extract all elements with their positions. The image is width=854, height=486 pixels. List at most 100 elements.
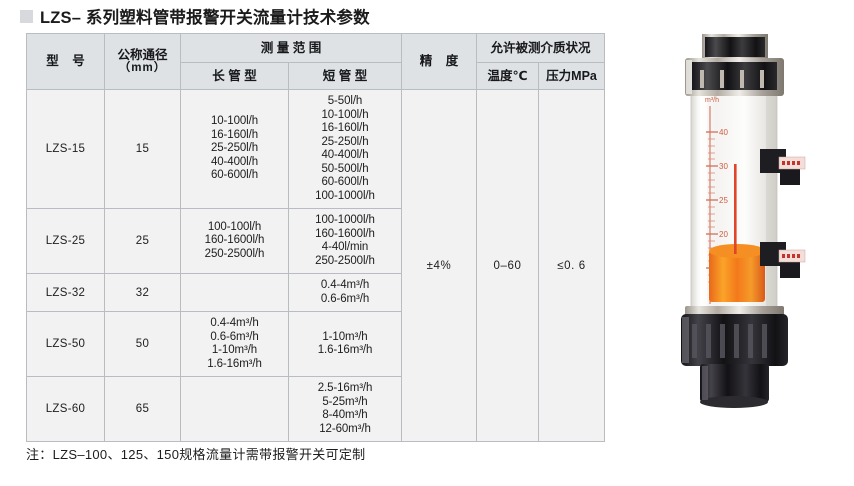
- cell-short-tube-range: 100-1000l/h 160-1600l/h 4-40l/min 250-2500l…: [287, 208, 403, 274]
- product-photo: m³/h 403025201510: [648, 14, 848, 426]
- header-nominal-diameter-label: 公称通径: [117, 47, 168, 62]
- header-short-tube: 短 管 型: [287, 62, 403, 90]
- header-accuracy-label: 精 度: [419, 54, 464, 69]
- table-header-row-2: 长 管 型 短 管 型 温度℃ 压力MPa: [27, 62, 606, 90]
- range-value: 100-1000l/h: [315, 214, 375, 226]
- table-row: LZS-60 65 2.5-16m³/h 5-25m³/h 8-40m³/h 12-60m…: [26, 376, 605, 442]
- range-value: 1-10m³/h: [211, 344, 258, 356]
- range-value: 8-40m³/h: [322, 409, 368, 421]
- range-value: 60-600l/h: [321, 176, 369, 188]
- cell-long-tube-range: 10-100l/h 16-160l/h 25-250l/h 40-400l/h 60-6…: [180, 89, 289, 209]
- header-measuring-range: 测 量 范 围: [179, 33, 403, 63]
- header-model-label: 型 号: [46, 54, 90, 69]
- scale-unit-label: m³/h: [705, 97, 719, 104]
- range-value-list: [181, 288, 288, 298]
- bottom-pipe-stub: [700, 364, 769, 402]
- range-value: 1.6-16m³/h: [207, 357, 262, 370]
- range-value: 10-100l/h: [321, 108, 369, 121]
- range-value: 50-500l/h: [321, 162, 369, 175]
- cell-model: LZS-25: [26, 208, 105, 274]
- range-value: 5-50l/h: [327, 95, 363, 107]
- range-value: 5-25m³/h: [322, 395, 368, 408]
- cell-short-tube-range: 2.5-16m³/h 5-25m³/h 8-40m³/h 12-60m³/h: [287, 376, 403, 442]
- range-value: 0.4-4m³/h: [320, 279, 370, 291]
- cell-temperature: 0–60: [476, 89, 540, 442]
- range-value: 4-40l/min: [321, 241, 369, 253]
- range-value: 250-2500l/h: [204, 247, 265, 260]
- range-value: 16-160l/h: [321, 122, 369, 134]
- cell-short-tube-range: 1-10m³/h 1.6-16m³/h: [287, 311, 403, 377]
- cell-pressure: ≤0. 6: [538, 89, 606, 442]
- table-header-row-1: 型 号 公称通径 （mm） 测 量 范 围 精 度 允许被测介质状况: [26, 33, 606, 90]
- switch-label-upper-text: [782, 161, 800, 165]
- switch-label-lower-text: [782, 254, 800, 258]
- meter-float-top: [709, 244, 765, 258]
- range-value-list: 0.4-4m³/h 0.6-6m³/h: [289, 274, 401, 311]
- tube-highlight: [700, 94, 707, 312]
- range-value: 60-600l/h: [210, 169, 259, 182]
- header-accuracy: 精 度: [401, 33, 478, 90]
- table-row: LZS-32 32 0.4-4m³/h 0.6-6m³/h: [26, 273, 605, 312]
- table-header: 型 号 公称通径 （mm） 测 量 范 围 精 度 允许被测介质状况 长 管 型…: [26, 33, 606, 90]
- cell-long-tube-range: [180, 273, 289, 312]
- bottom-pipe-shine: [702, 366, 708, 400]
- cell-model: LZS-60: [26, 376, 105, 442]
- table-body: LZS-15 15 10-100l/h 16-160l/h 25-250l/h 40-40…: [26, 89, 606, 442]
- range-value: 10-100l/h: [210, 115, 259, 128]
- table-row: LZS-15 15 10-100l/h 16-160l/h 25-250l/h 40-40…: [26, 89, 606, 442]
- range-value-list: 2.5-16m³/h 5-25m³/h 8-40m³/h 12-60m³/h: [289, 377, 401, 441]
- range-value-list: 100-1000l/h 160-1600l/h 4-40l/min 250-2500l…: [289, 209, 401, 273]
- header-nominal-diameter-unit: （mm）: [118, 62, 167, 75]
- cell-nominal-diameter: 65: [104, 376, 181, 442]
- float-stem: [734, 164, 737, 254]
- range-value: 2.5-16m³/h: [317, 382, 373, 394]
- cell-short-tube-range: 5-50l/h 10-100l/h 16-160l/h 25-250l/h 40-400…: [287, 89, 403, 209]
- range-value: 25-250l/h: [210, 142, 259, 155]
- range-value: 250-2500l/h: [315, 254, 375, 267]
- bottom-nut-ribs: [692, 324, 767, 358]
- header-pressure: 压力MPa: [538, 62, 606, 90]
- top-nut-slots: [700, 70, 764, 88]
- range-value: 1.6-16m³/h: [317, 344, 373, 356]
- page-title: LZS– 系列塑料管带报警开关流量计技术参数: [40, 9, 370, 27]
- cell-nominal-diameter: 15: [104, 89, 181, 209]
- footnote: 注：LZS–100、125、150规格流量计需带报警开关可定制: [26, 447, 366, 462]
- scale-label: 30: [719, 162, 728, 171]
- range-value-list: [181, 404, 288, 414]
- cell-short-tube-range: 0.4-4m³/h 0.6-6m³/h: [287, 273, 403, 312]
- square-bullet-icon: [20, 9, 33, 23]
- range-value-list: 1-10m³/h 1.6-16m³/h: [289, 326, 401, 363]
- cell-nominal-diameter: 32: [104, 273, 181, 312]
- scale-label: 20: [719, 230, 728, 239]
- range-value-list: 10-100l/h 16-160l/h 25-250l/h 40-400l/h 60-6…: [181, 110, 288, 188]
- alarm-switch-lower: [760, 242, 806, 278]
- range-value: 16-160l/h: [210, 128, 259, 141]
- alarm-switch-upper: [760, 149, 806, 185]
- cell-nominal-diameter: 50: [104, 311, 181, 377]
- range-value-list: 0.4-4m³/h 0.6-6m³/h 1-10m³/h 1.6-16m³/h: [181, 312, 288, 376]
- header-long-tube: 长 管 型: [180, 62, 289, 90]
- range-value: 160-1600l/h: [315, 227, 375, 240]
- range-value: 160-1600l/h: [204, 234, 265, 247]
- scale-label: 25: [719, 196, 728, 205]
- cell-model: LZS-32: [26, 273, 105, 312]
- range-value: 40-400l/h: [321, 149, 369, 161]
- range-value-list: 100-100l/h 160-1600l/h 250-2500l/h: [181, 216, 288, 267]
- cell-nominal-diameter: 25: [104, 208, 181, 274]
- range-value: 0.6-6m³/h: [320, 292, 370, 305]
- range-value: 0.6-6m³/h: [210, 330, 259, 343]
- meter-float: [709, 250, 765, 302]
- range-value: 12-60m³/h: [319, 422, 371, 435]
- cell-model: LZS-15: [26, 89, 105, 209]
- bottom-nut-shine: [682, 317, 689, 363]
- header-medium-condition: 允许被测介质状况: [476, 33, 606, 63]
- range-value: 40-400l/h: [210, 155, 259, 168]
- tube-shadow: [766, 94, 775, 312]
- header-temperature: 温度℃: [476, 62, 540, 90]
- cell-accuracy: ±4%: [401, 89, 478, 442]
- header-nominal-diameter: 公称通径 （mm）: [104, 33, 181, 90]
- cell-long-tube-range: [180, 376, 289, 442]
- scale-label: 40: [719, 128, 728, 137]
- table-row: LZS-25 25 100-100l/h 160-1600l/h 250-2500l/h…: [26, 208, 605, 274]
- top-nut-shine: [686, 60, 692, 94]
